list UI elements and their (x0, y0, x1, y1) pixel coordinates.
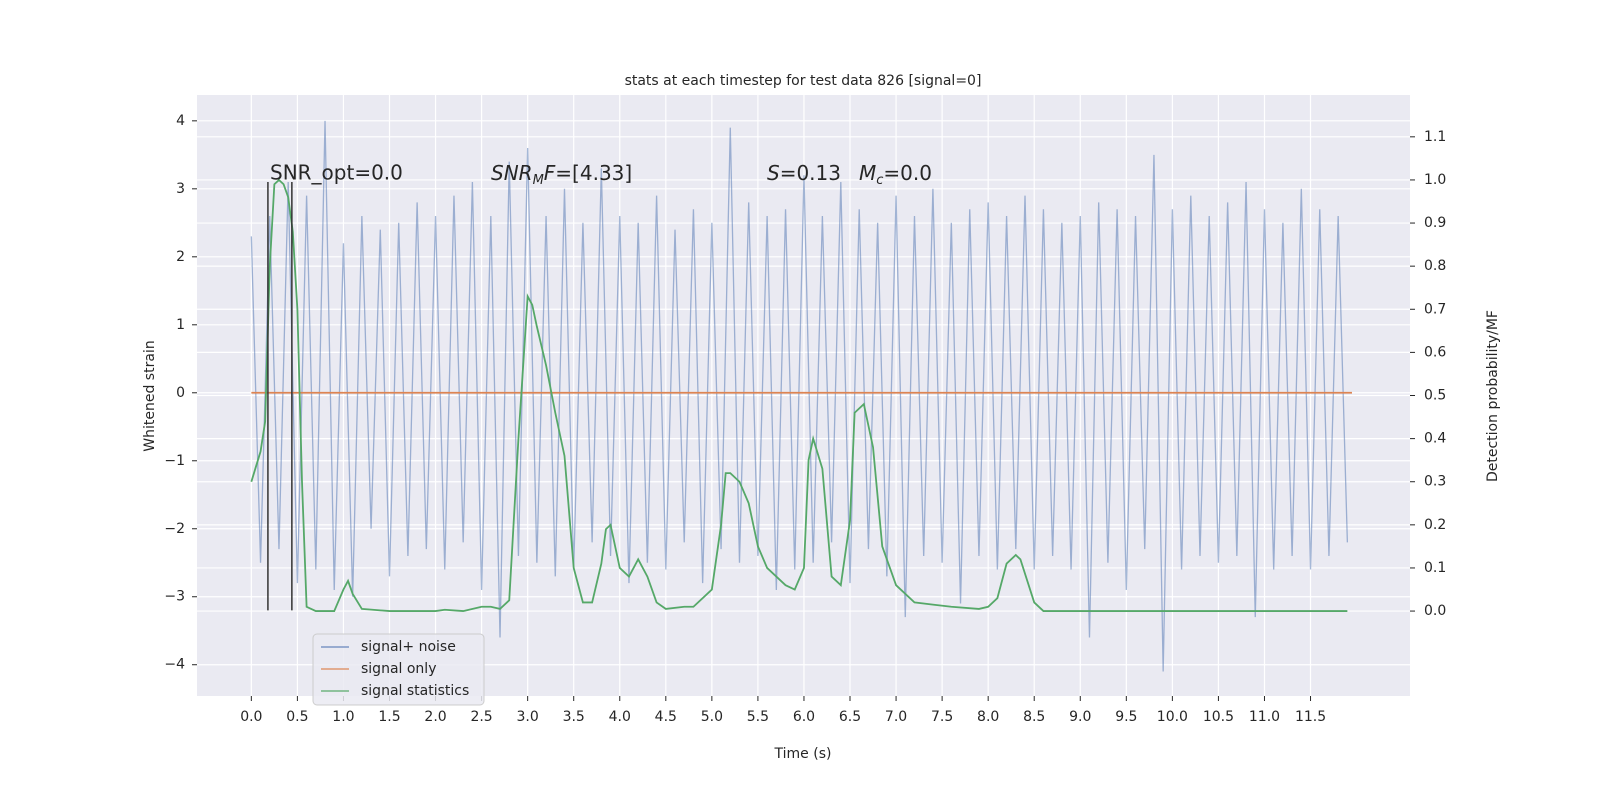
annotation-part: M (859, 161, 876, 185)
x-tick-label: 9.0 (1069, 709, 1091, 725)
y-tick-label: −3 (164, 589, 185, 605)
series-line (250, 178, 1348, 612)
x-tick-label: 1.5 (378, 709, 400, 725)
x-tick-label: 2.5 (470, 709, 492, 725)
y2-tick-label: 0.8 (1424, 258, 1446, 274)
legend-label: signal statistics (361, 683, 469, 699)
legend-box (312, 633, 485, 706)
annotation: SNR_opt=0.0 (270, 161, 403, 185)
annotation: Mc=0.0 (859, 161, 932, 188)
x-tick-label: 8.0 (977, 709, 999, 725)
x-tick-label: 4.5 (655, 709, 677, 725)
x-tick-label: 10.0 (1157, 709, 1188, 725)
annotation-part: S (767, 161, 780, 185)
y-tick-label: 1 (176, 317, 185, 333)
y-tick-label: 3 (176, 181, 185, 197)
annotation-part: SNR (491, 161, 533, 185)
x-tick-label: 6.5 (839, 709, 861, 725)
y2-tick-label: 0.0 (1424, 603, 1446, 619)
y2-tick-label: 0.9 (1424, 215, 1446, 231)
x-tick-label: 5.5 (747, 709, 769, 725)
y2-tick-label: 1.1 (1424, 129, 1446, 145)
series-line (250, 120, 1349, 672)
x-tick-label: 11.0 (1249, 709, 1280, 725)
chart-title: stats at each timestep for test data 826… (625, 73, 982, 89)
y2-tick-label: 0.6 (1424, 344, 1446, 360)
x-tick-label: 0.0 (240, 709, 262, 725)
y2-tick-label: 0.3 (1424, 474, 1446, 490)
y2-axis-label: Detection probability/MF (1485, 310, 1501, 482)
y2-tick-label: 0.5 (1424, 388, 1446, 404)
y2-tick-label: 0.4 (1424, 431, 1446, 447)
x-tick-label: 4.0 (609, 709, 631, 725)
legend-label: signal only (361, 661, 436, 677)
x-tick-label: 7.5 (931, 709, 953, 725)
y2-tick-label: 0.2 (1424, 517, 1446, 533)
y-tick-label: 2 (176, 249, 185, 265)
y2-tick-label: 0.7 (1424, 301, 1446, 317)
annotation: S=0.13 (767, 161, 841, 185)
x-tick-label: 3.5 (563, 709, 585, 725)
x-tick-label: 0.5 (286, 709, 308, 725)
x-tick-label: 10.5 (1203, 709, 1234, 725)
annotation-part: F (544, 161, 556, 185)
plot: 0.0 0.5 1.0 1.5 2.0 2.5 3.0 3.5 4.0 4.5 5.0 5.5 6.0 6… (164, 95, 1446, 725)
annotation-part: =[4.33] (555, 161, 632, 185)
y-tick-label: −2 (164, 521, 185, 537)
y-tick-label: 0 (176, 385, 185, 401)
y-tick-label: 4 (176, 113, 185, 129)
annotation: SNRMF=[4.33] (491, 161, 632, 188)
annotation-part: =0.0 (883, 161, 932, 185)
y2-tick-label: 0.1 (1424, 560, 1446, 576)
x-tick-label: 8.5 (1023, 709, 1045, 725)
x-tick-label: 9.5 (1115, 709, 1137, 725)
y2-tick-label: 1.0 (1424, 172, 1446, 188)
y-axis-label: Whitened strain (142, 340, 158, 451)
x-tick-label: 1.0 (332, 709, 354, 725)
annotation-part: =0.13 (780, 161, 841, 185)
x-axis-label: Time (s) (774, 746, 832, 762)
x-tick-label: 7.0 (885, 709, 907, 725)
y-tick-label: −4 (164, 657, 185, 673)
annotation-part: M (533, 173, 544, 188)
x-tick-label: 3.0 (517, 709, 539, 725)
x-tick-label: 2.0 (424, 709, 446, 725)
y-tick-label: −1 (164, 453, 185, 469)
x-tick-label: 6.0 (793, 709, 815, 725)
annotation-part: c (876, 173, 883, 188)
x-tick-label: 5.0 (701, 709, 723, 725)
legend-label: signal+ noise (361, 639, 456, 655)
x-tick-label: 11.5 (1295, 709, 1326, 725)
